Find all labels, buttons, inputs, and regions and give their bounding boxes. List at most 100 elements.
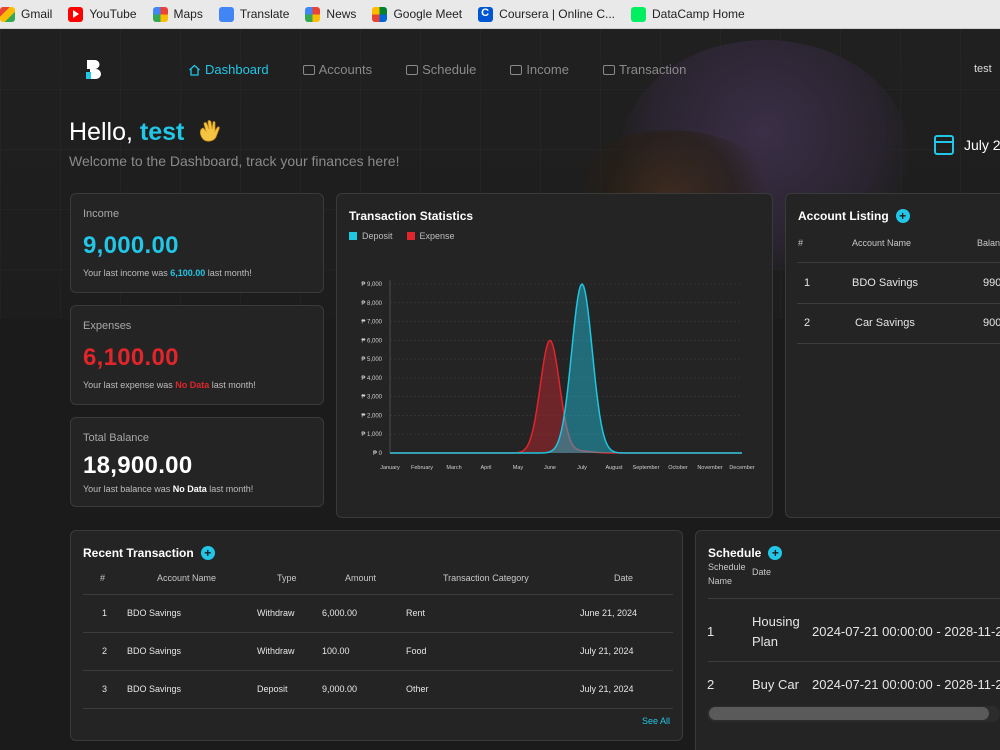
- app-logo[interactable]: [85, 58, 103, 80]
- user-menu[interactable]: test: [974, 63, 992, 75]
- account-name: Car Savings: [855, 317, 915, 329]
- chart-title: Transaction Statistics: [349, 209, 474, 223]
- recent-transaction-card: Recent Transaction + # Account Name Type…: [70, 530, 683, 741]
- account-listing-card: Account Listing + # Account Name Balan 1…: [785, 193, 1000, 518]
- account-balance: 990: [983, 277, 1000, 289]
- column-header: #: [798, 238, 804, 248]
- add-schedule-button[interactable]: +: [768, 546, 783, 560]
- translate-icon: [218, 6, 234, 22]
- balance-card: Total Balance 18,900.00 Your last balanc…: [70, 417, 324, 507]
- balance-title: Total Balance: [83, 432, 150, 444]
- main-nav: Dashboard Accounts Schedule Income Trans…: [188, 62, 720, 77]
- schedule-name: Buy Car: [752, 677, 799, 692]
- transaction-category: Rent: [406, 608, 426, 618]
- nav-accounts[interactable]: Accounts: [302, 62, 372, 77]
- date-display[interactable]: July 2: [934, 135, 1000, 155]
- add-transaction-button[interactable]: +: [200, 546, 215, 560]
- transaction-type: Withdraw: [257, 646, 295, 656]
- bookmark-youtube[interactable]: YouTube: [60, 0, 144, 29]
- bookmark-label: News: [326, 7, 357, 21]
- bookmark-news[interactable]: News: [297, 0, 364, 29]
- transaction-chart-card: Transaction Statistics Deposit Expense ₱…: [336, 193, 773, 518]
- bookmark-coursera[interactable]: Coursera | Online C...: [470, 0, 623, 29]
- account-name: BDO Savings: [852, 277, 919, 289]
- legend-item-expense[interactable]: Expense: [406, 231, 455, 241]
- recent-transaction-header: Recent Transaction +: [83, 546, 215, 560]
- row-index: 3: [102, 684, 108, 694]
- scrollbar-thumb[interactable]: [709, 707, 989, 720]
- x-tick-label: July: [577, 465, 587, 471]
- y-tick-label: ₱ 9,000: [361, 282, 382, 288]
- nav-income[interactable]: Income: [510, 62, 569, 77]
- nav-dashboard[interactable]: Dashboard: [188, 62, 269, 77]
- schedule-date: 2024-07-21 00:00:00 - 2028-11-2: [812, 624, 1000, 639]
- x-tick-label: June: [544, 465, 556, 471]
- y-tick-label: ₱ 5,000: [361, 357, 382, 363]
- column-header: Schedule Name: [708, 562, 746, 586]
- column-header: Type: [277, 573, 297, 583]
- add-account-button[interactable]: +: [895, 209, 910, 223]
- divider: [83, 594, 673, 595]
- transaction-category: Other: [406, 684, 429, 694]
- x-tick-label: January: [380, 465, 400, 471]
- transaction-amount: 100.00: [322, 646, 350, 656]
- column-header: Date: [614, 573, 634, 583]
- column-header: Account Name: [852, 238, 912, 248]
- bookmark-maps[interactable]: Maps: [145, 0, 211, 29]
- schedule-title: Schedule: [708, 546, 762, 560]
- transaction-type: Deposit: [257, 684, 288, 694]
- y-tick-label: ₱ 0: [373, 451, 383, 457]
- account-balance: 900: [983, 317, 1000, 329]
- datacamp-icon: [630, 6, 646, 22]
- column-header: #: [100, 573, 106, 583]
- note-text: last month!: [209, 380, 256, 390]
- expenses-note: Your last expense was No Data last month…: [83, 380, 256, 390]
- chart-legend: Deposit Expense: [349, 231, 455, 241]
- transaction-type: Withdraw: [257, 608, 295, 618]
- row-index: 1: [804, 277, 811, 289]
- legend-item-deposit[interactable]: Deposit: [349, 231, 393, 241]
- x-tick-label: November: [697, 465, 723, 471]
- income-value: 9,000.00: [83, 232, 179, 259]
- bookmark-meet[interactable]: Google Meet: [364, 0, 470, 29]
- nav-label: Dashboard: [205, 62, 269, 77]
- y-tick-label: ₱ 7,000: [361, 320, 382, 326]
- note-value: No Data: [172, 484, 207, 494]
- legend-swatch: [349, 232, 357, 240]
- x-tick-label: March: [446, 465, 461, 471]
- divider: [83, 708, 673, 709]
- divider: [797, 303, 1000, 304]
- note-text: Your last balance was: [83, 484, 173, 494]
- see-all-link[interactable]: See All: [641, 716, 670, 726]
- note-text: last month!: [205, 268, 252, 278]
- series-line-deposit: [390, 282, 742, 454]
- transaction-amount: 9,000.00: [322, 684, 358, 694]
- bookmark-label: Maps: [173, 7, 203, 21]
- legend-label: Expense: [419, 231, 455, 241]
- bookmark-translate[interactable]: Translate: [211, 0, 298, 29]
- column-header: Account Name: [157, 573, 217, 583]
- date-text: July 2: [964, 137, 1000, 153]
- recent-transaction-title: Recent Transaction: [83, 546, 194, 560]
- bookmark-label: Translate: [239, 7, 290, 21]
- money-icon: [602, 64, 615, 75]
- bookmark-gmail[interactable]: Gmail: [0, 0, 60, 29]
- bookmarks-bar: Gmail YouTube Maps Translate News Google…: [0, 0, 1000, 29]
- row-index: 2: [102, 646, 108, 656]
- welcome-subtitle: Welcome to the Dashboard, track your fin…: [69, 153, 400, 169]
- x-tick-label: October: [668, 465, 688, 471]
- card-icon: [302, 64, 315, 75]
- bookmark-datacamp[interactable]: DataCamp Home: [623, 0, 753, 29]
- column-header: Transaction Category: [443, 573, 529, 583]
- greeting-username: test: [139, 118, 185, 146]
- nav-label: Income: [526, 62, 569, 77]
- bookmark-label: Coursera | Online C...: [499, 7, 615, 21]
- schedule-date: 2024-07-21 00:00:00 - 2028-11-2: [812, 677, 1000, 692]
- bookmark-label: YouTube: [89, 7, 137, 21]
- nav-transaction[interactable]: Transaction: [602, 62, 686, 77]
- nav-schedule[interactable]: Schedule: [406, 62, 476, 77]
- expenses-title: Expenses: [83, 320, 132, 332]
- greeting-heading: Hello, test: [69, 118, 223, 147]
- divider: [83, 670, 673, 671]
- y-tick-label: ₱ 1,000: [361, 432, 382, 438]
